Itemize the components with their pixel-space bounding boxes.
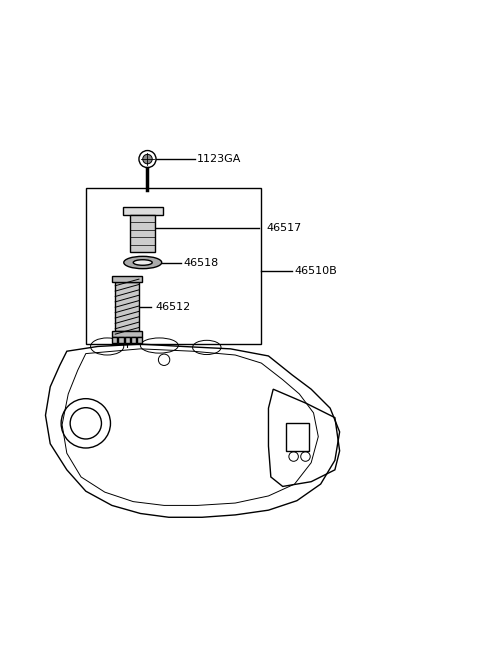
Circle shape [143,155,152,164]
Bar [112,337,118,343]
Text: 46510B: 46510B [295,266,337,276]
Bar [86,187,261,344]
Text: 46518: 46518 [183,257,218,267]
Bar [112,276,142,282]
Bar [124,337,130,343]
Bar [115,282,139,331]
Bar [119,337,123,343]
Bar [122,206,163,215]
Text: 46517: 46517 [266,223,301,233]
Bar [137,337,142,343]
Bar [131,337,136,343]
Bar [287,423,309,451]
Bar [112,331,142,337]
Ellipse shape [124,256,162,269]
Ellipse shape [133,260,152,265]
Text: 1123GA: 1123GA [197,154,241,164]
Text: 46512: 46512 [156,301,191,312]
Bar [131,215,155,252]
